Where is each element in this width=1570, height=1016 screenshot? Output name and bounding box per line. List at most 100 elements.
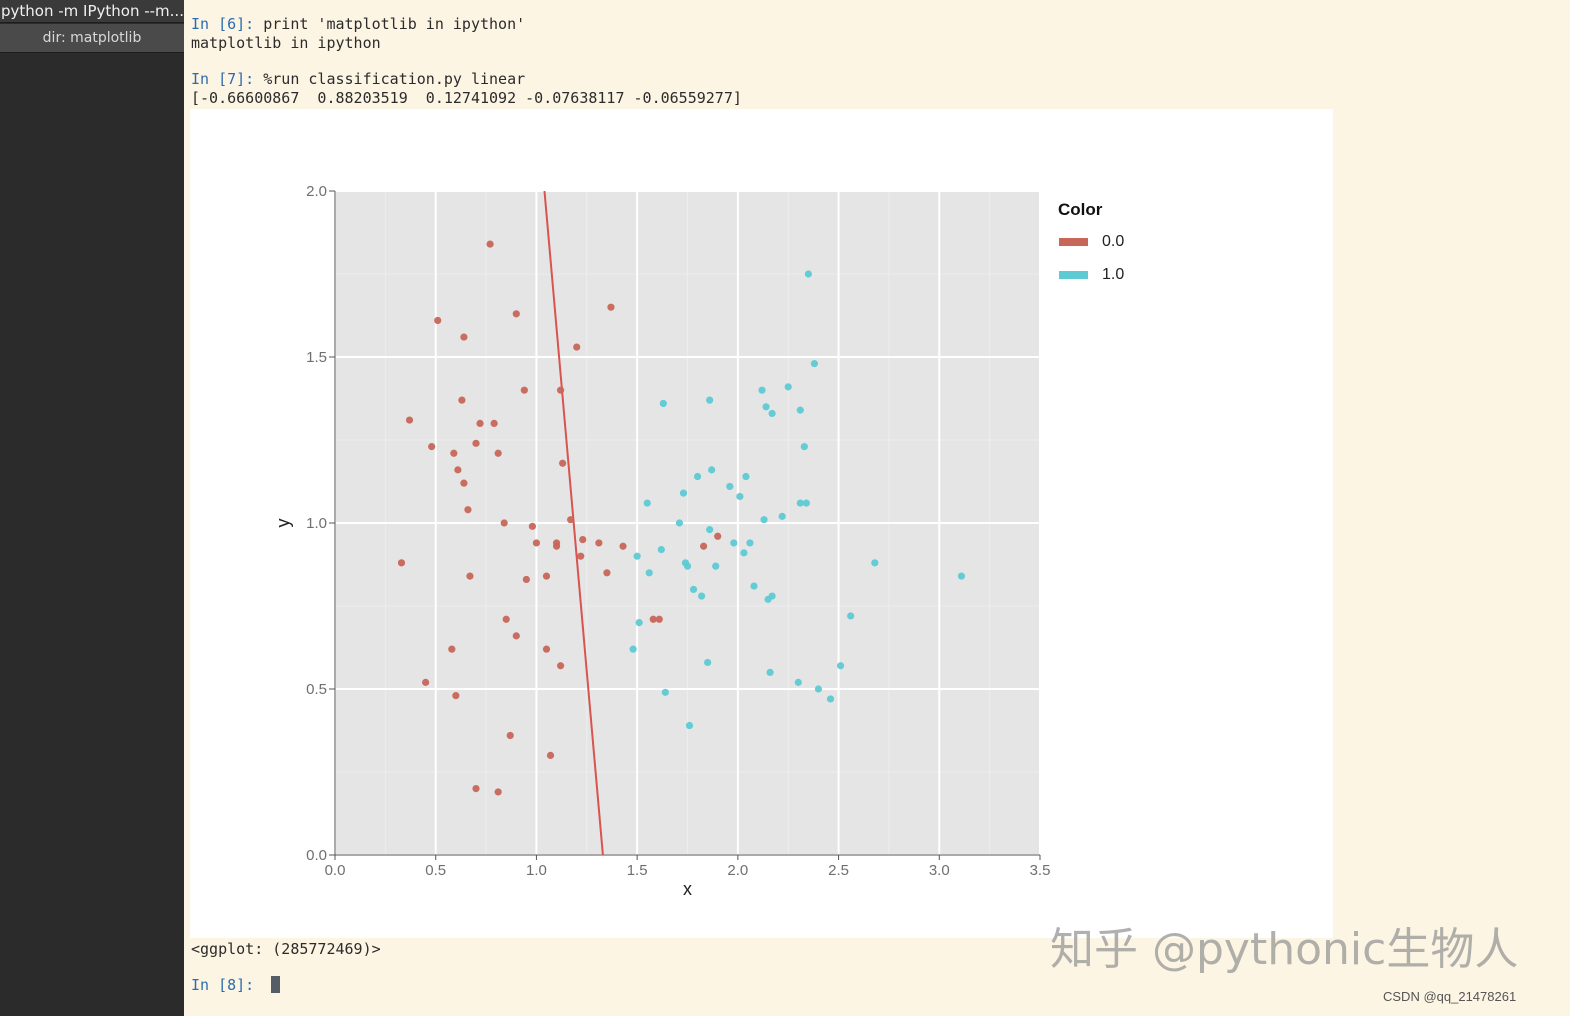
y-tick-label: 0.5 [306,681,327,698]
data-point-series-1 [661,688,669,696]
data-point-series-1 [784,383,792,391]
data-point-series-1 [730,539,738,547]
data-point-series-0 [542,645,551,653]
decision-line [543,190,604,856]
data-point-series-1 [643,499,651,507]
input-prompt: In [7]: [191,70,264,88]
data-point-series-1 [802,499,810,507]
data-point-series-0 [466,572,474,580]
data-point-series-0 [700,542,708,550]
data-point-series-0 [458,396,466,404]
data-point-series-0 [512,632,520,640]
data-point-series-1 [706,526,714,534]
data-point-series-0 [619,542,627,550]
data-point-series-1 [750,582,758,590]
axes: 0.0 0.5 1.0 1.5 2.0 2.5 3.0 3.5 0.0 0.5 1.0 1.5 2.0 [306,183,1050,879]
data-point-series-1 [768,409,776,418]
data-point-series-1 [762,403,770,411]
data-point-series-0 [494,788,502,796]
x-tick-label: 3.0 [929,862,950,879]
data-point-series-0 [494,449,502,457]
data-point-series-1 [675,519,684,527]
data-point-series-1 [698,592,706,600]
data-point-series-0 [577,552,585,560]
data-point-series-0 [714,532,722,540]
data-point-series-1 [689,585,698,593]
data-point-series-1 [693,472,702,481]
x-tick-label: 3.5 [1030,862,1051,879]
x-tick-label: 0.0 [325,862,346,879]
legend-swatch-0 [1059,238,1088,246]
terminal-tab[interactable]: python -m IPython --m... [0,0,184,23]
data-point-series-0 [512,310,520,318]
data-point-series-0 [502,615,510,623]
data-point-series-1 [740,549,748,557]
x-tick-label: 1.5 [627,862,648,879]
data-point-series-1 [635,619,643,627]
legend-label-0: 0.0 [1102,233,1124,250]
y-tick-label: 1.5 [306,349,327,366]
data-point-series-0 [506,731,514,740]
ipython-console[interactable]: In [6]: print 'matplotlib in ipython' ma… [184,0,1570,1016]
data-point-series-1 [708,466,716,474]
data-point-series-0 [573,343,581,351]
data-point-series-0 [567,516,575,524]
data-point-series-0 [454,466,462,474]
decision-boundary [543,190,604,856]
data-point-series-1 [760,516,768,524]
data-point-series-1 [796,499,804,507]
legend-swatch-1 [1059,271,1088,279]
data-point-series-0 [397,559,406,567]
command-text: %run classification.py linear [263,70,526,88]
data-point-series-1 [778,512,786,520]
x-tick-label: 2.0 [727,862,748,879]
data-point-series-1 [836,662,845,670]
data-point-series-0 [559,459,567,467]
data-point-series-0 [460,333,468,341]
data-point-series-0 [452,692,460,700]
console-line[interactable]: In [8]: [191,976,281,994]
y-axis-title: y [273,519,293,528]
console-line: In [6]: print 'matplotlib in ipython' [191,15,525,33]
x-tick-label: 0.5 [425,862,446,879]
data-point-series-0 [486,240,494,248]
credit-label: CSDN @qq_21478261 [1383,989,1517,1004]
data-point-series-1 [796,406,804,414]
data-point-series-1 [659,399,667,408]
console-output-line: [-0.66600867 0.88203519 0.12741092 -0.07… [191,89,742,107]
data-point-series-0 [552,542,561,550]
data-point-series-0 [490,419,498,427]
x-axis-title: x [683,879,692,899]
y-tick-label: 1.0 [306,515,327,532]
console-line: In [7]: %run classification.py linear [191,70,525,88]
data-point-series-1 [633,552,641,560]
data-point-series-0 [595,539,603,547]
directory-label[interactable]: dir: matplotlib [0,24,184,52]
data-point-series-0 [428,443,436,451]
sidebar: python -m IPython --m... dir: matplotlib [0,0,184,1016]
command-text: print 'matplotlib in ipython' [263,15,526,33]
data-point-series-0 [603,569,611,577]
data-point-series-0 [460,479,468,487]
data-point-series-0 [500,519,508,527]
data-point-series-1 [746,539,754,547]
legend-label-1: 1.0 [1102,266,1124,283]
data-point-series-0 [450,449,458,457]
data-point-series-0 [579,536,587,544]
text-cursor [271,976,281,993]
data-point-series-1 [742,472,750,481]
data-point-series-1 [847,612,855,620]
sidebar-divider [0,52,184,53]
data-point-series-1 [814,685,823,693]
data-point-series-0 [532,539,541,547]
data-point-series-1 [712,562,720,570]
data-point-series-1 [683,562,692,570]
data-point-series-0 [542,572,551,580]
watermark: 知乎 @pythonic生物人 [1050,924,1519,975]
input-prompt: In [8]: [191,976,264,994]
data-point-series-1 [794,678,802,686]
data-point-series-0 [448,645,456,653]
data-point-series-1 [679,489,688,497]
data-point-series-0 [557,386,565,394]
data-point-series-0 [464,506,472,514]
